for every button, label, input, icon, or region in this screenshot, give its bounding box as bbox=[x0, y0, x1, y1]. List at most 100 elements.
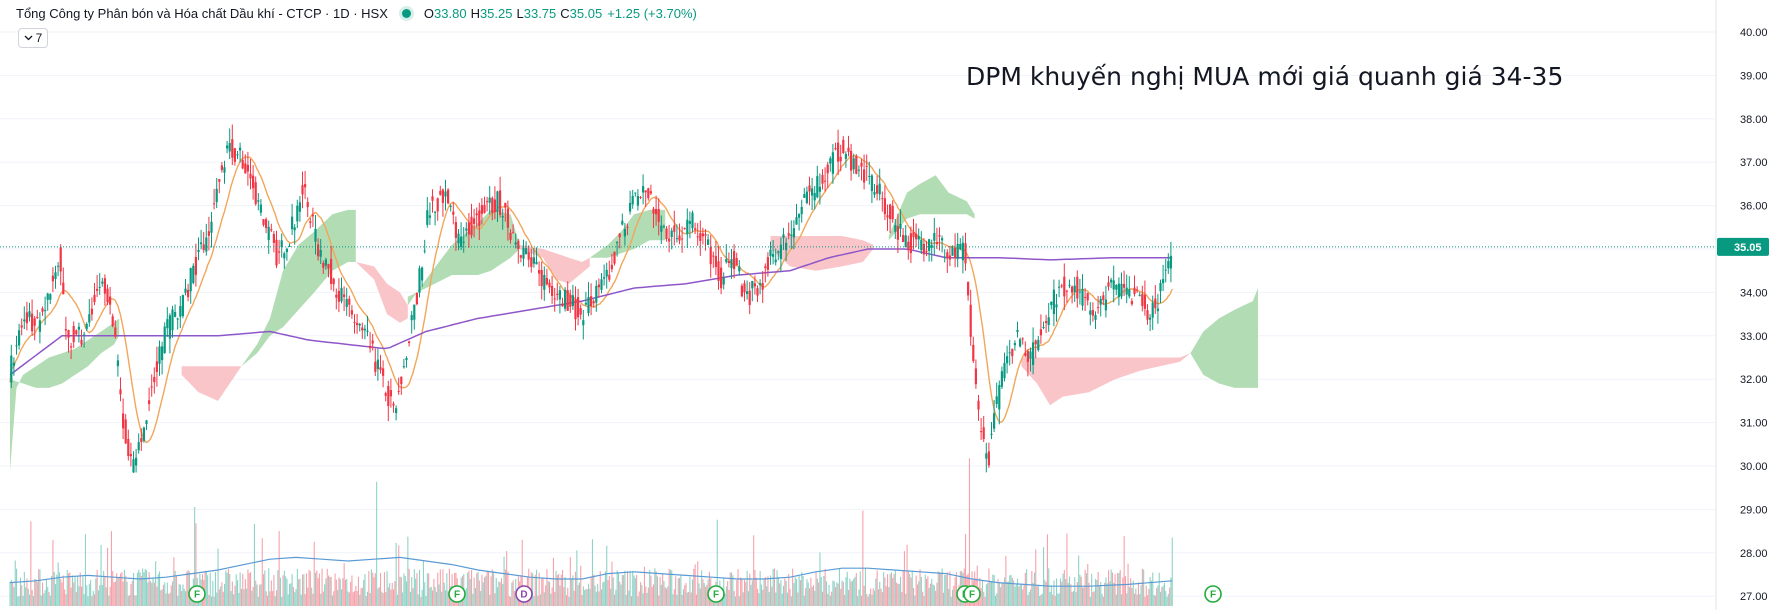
volume-bar bbox=[341, 589, 343, 606]
y-tick-label: 38.00 bbox=[1740, 114, 1768, 126]
candle-up bbox=[688, 221, 691, 224]
candle-down bbox=[241, 160, 244, 169]
volume-bar bbox=[422, 560, 424, 606]
volume-bar bbox=[1057, 593, 1059, 606]
volume-bar bbox=[1013, 580, 1015, 606]
candle-down bbox=[1065, 290, 1068, 292]
volume-bar bbox=[562, 569, 564, 606]
symbol-title[interactable]: Tổng Công ty Phân bón và Hóa chất Dầu kh… bbox=[16, 6, 388, 21]
candle-up bbox=[774, 259, 777, 263]
cloud-bullish bbox=[241, 209, 356, 367]
candle-up bbox=[171, 309, 174, 331]
candle-down bbox=[93, 294, 96, 303]
candle-up bbox=[725, 259, 728, 263]
volume-bar bbox=[382, 593, 384, 606]
volume-bar bbox=[584, 590, 586, 606]
cloud-bearish bbox=[1021, 353, 1191, 406]
volume-bar bbox=[286, 578, 288, 606]
close-value: 35.05 bbox=[569, 6, 603, 21]
volume-bar bbox=[906, 544, 908, 606]
candle-up bbox=[174, 311, 177, 317]
candle-up bbox=[283, 253, 286, 259]
volume-bar bbox=[432, 590, 434, 606]
volume-bar bbox=[581, 594, 583, 606]
volume-bar bbox=[143, 572, 145, 606]
candle-up bbox=[917, 236, 920, 240]
candle-down bbox=[808, 185, 811, 192]
volume-bar bbox=[680, 575, 682, 606]
candle-down bbox=[1143, 294, 1146, 309]
volume-bar bbox=[1001, 583, 1003, 606]
candle-down bbox=[270, 229, 273, 231]
volume-bar bbox=[928, 587, 930, 606]
volume-bar bbox=[338, 577, 340, 606]
candle-up bbox=[600, 279, 603, 290]
candle-down bbox=[839, 156, 842, 162]
volume-bar bbox=[681, 594, 683, 606]
volume-bar bbox=[625, 594, 627, 606]
price-axis[interactable]: 40.0039.0038.0037.0036.0035.0034.0033.00… bbox=[1717, 27, 1769, 603]
candle-up bbox=[44, 310, 47, 312]
candle-down bbox=[896, 226, 899, 240]
volume-bar bbox=[1134, 593, 1136, 606]
volume-bar bbox=[608, 576, 610, 606]
volume-bar bbox=[506, 551, 508, 606]
volume-bar bbox=[368, 570, 370, 606]
volume-bar bbox=[400, 577, 402, 606]
volume-bar bbox=[49, 595, 51, 606]
candle-down bbox=[436, 198, 439, 212]
volume-bar bbox=[511, 582, 513, 606]
volume-bar bbox=[831, 591, 833, 606]
candle-up bbox=[168, 315, 171, 339]
volume-bar bbox=[149, 581, 151, 606]
volume-bar bbox=[376, 481, 378, 606]
candle-up bbox=[88, 314, 91, 323]
candle-up bbox=[1115, 285, 1118, 290]
candle-up bbox=[116, 360, 119, 367]
volume-bar bbox=[403, 573, 405, 606]
candle-down bbox=[106, 288, 109, 303]
candle-down bbox=[504, 202, 507, 208]
volume-bar bbox=[702, 579, 704, 606]
volume-bar bbox=[83, 594, 85, 606]
candle-down bbox=[374, 361, 377, 372]
volume-bar bbox=[867, 596, 869, 606]
volume-bar bbox=[932, 584, 934, 606]
volume-bar bbox=[794, 577, 796, 606]
volume-bar bbox=[443, 582, 445, 606]
volume-bar bbox=[942, 592, 944, 606]
volume-bar bbox=[162, 584, 164, 606]
volume-bar bbox=[136, 572, 138, 606]
volume-bar bbox=[14, 560, 16, 606]
volume-bar bbox=[818, 582, 820, 606]
volume-bar bbox=[833, 581, 835, 606]
volume-bar bbox=[467, 572, 469, 606]
candle-down bbox=[509, 232, 512, 240]
candle-down bbox=[733, 251, 736, 270]
volume-bar bbox=[573, 590, 575, 606]
volume-bar bbox=[923, 595, 925, 606]
candle-up bbox=[1019, 339, 1022, 347]
volume-bar bbox=[121, 572, 123, 606]
volume-bar bbox=[783, 585, 785, 606]
volume-bar bbox=[77, 576, 79, 606]
volume-bar bbox=[363, 579, 365, 606]
volume-bar bbox=[811, 586, 813, 606]
candle-up bbox=[291, 216, 294, 230]
volume-bar bbox=[812, 585, 814, 606]
volume-bar bbox=[307, 587, 309, 606]
candle-up bbox=[319, 250, 322, 257]
cloud-bearish bbox=[355, 262, 408, 323]
volume-bar bbox=[224, 583, 226, 606]
volume-bar bbox=[183, 588, 185, 606]
volume-bar bbox=[282, 575, 284, 606]
candle-up bbox=[1078, 291, 1081, 293]
indicators-toggle-button[interactable]: 7 bbox=[18, 28, 48, 48]
volume-bar bbox=[1076, 582, 1078, 606]
volume-bar bbox=[333, 591, 335, 606]
candle-up bbox=[691, 212, 694, 229]
volume-bar bbox=[62, 575, 64, 606]
volume-bar bbox=[1100, 582, 1102, 606]
volume-bar bbox=[252, 586, 254, 606]
